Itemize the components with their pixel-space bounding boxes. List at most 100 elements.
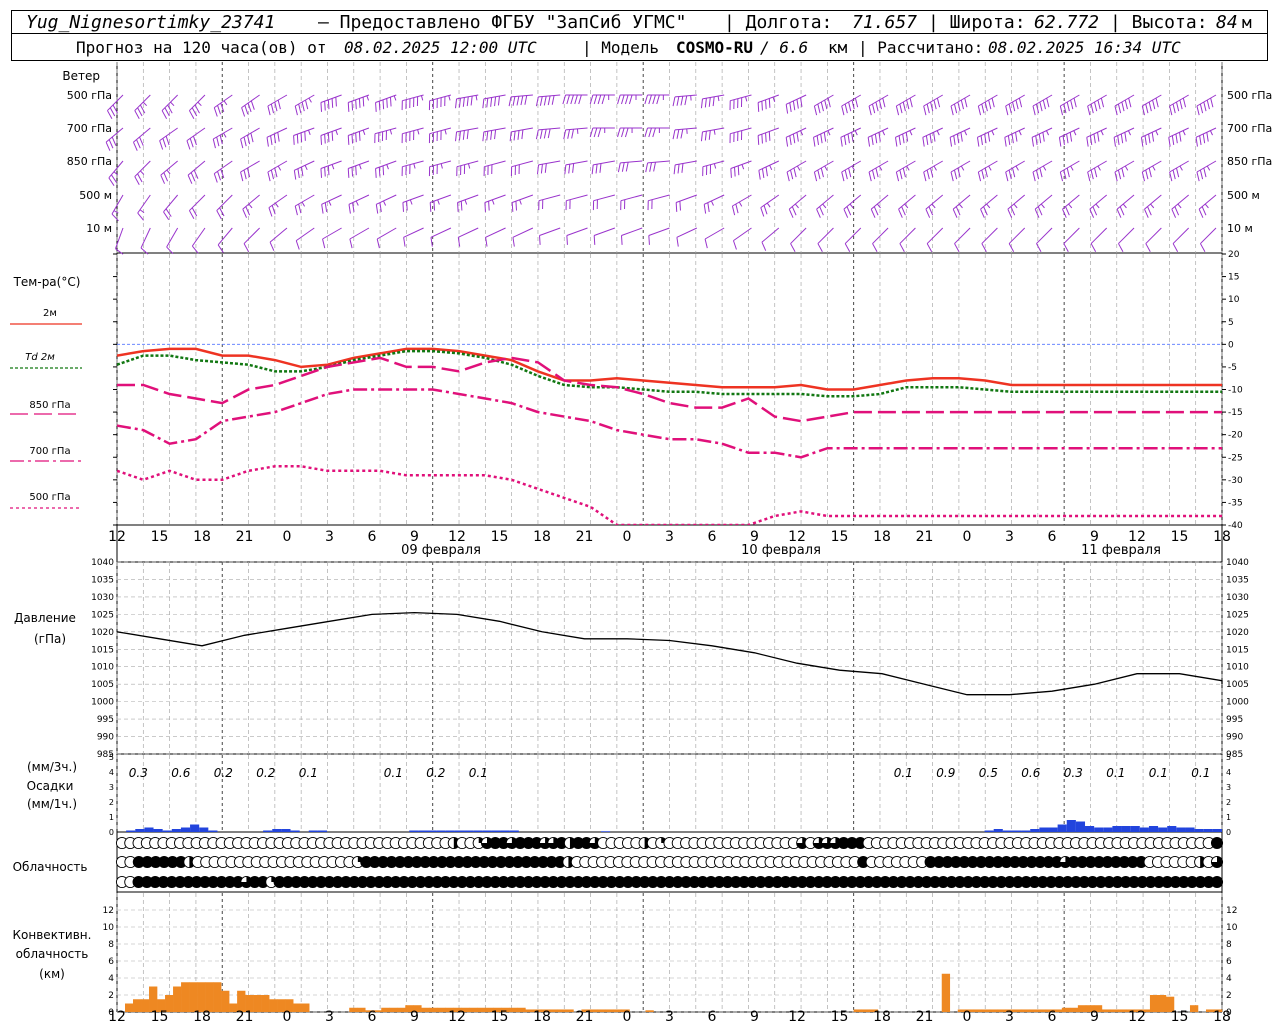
wind-barb-feather <box>991 97 995 108</box>
wind-barb-3-4 <box>216 194 233 220</box>
wind-barb-feather <box>981 243 987 253</box>
wind-barb-feather <box>355 165 357 176</box>
wind-barb-shaft <box>538 160 561 166</box>
prec-bar-40 <box>482 830 492 832</box>
altitude-unit: м <box>1242 13 1252 32</box>
wind-barb-feather <box>482 131 485 142</box>
wind-barb-feather <box>1058 137 1062 147</box>
bottom-hour-label-14: 6 <box>708 1009 717 1024</box>
wind-barb-feather <box>984 133 987 144</box>
wind-barb-feather <box>1035 103 1040 114</box>
wind-barb-2-0 <box>108 160 124 186</box>
wind-barb-feather <box>539 129 543 139</box>
wind-barb-feather <box>134 110 140 120</box>
wind-barb-0-15 <box>508 94 533 107</box>
wind-barb-feather <box>458 98 461 108</box>
conv-bar-22 <box>293 1003 302 1012</box>
latitude-value: 62.772 <box>1034 12 1100 33</box>
calculated-date: 08.02.2025 16:34 UTC <box>988 38 1181 57</box>
conv-bar-118 <box>1061 1007 1071 1012</box>
temp-ytick-label-0: 20 <box>1228 250 1240 260</box>
wind-barb-3-25 <box>788 194 807 218</box>
prec-ylabel: Осадки <box>27 779 74 793</box>
wind-barb-1-38 <box>1140 127 1162 147</box>
conv-bar-11 <box>205 982 214 1012</box>
wind-barb-feather <box>327 132 330 143</box>
wind-barb-feather <box>355 99 357 110</box>
wind-barb-feather <box>191 245 199 254</box>
wind-barb-shaft <box>703 194 725 205</box>
conv-bar-53 <box>541 1009 550 1012</box>
wind-barb-shaft <box>402 160 424 168</box>
wind-barb-feather <box>349 238 353 249</box>
wind-barb-half-feather <box>1182 130 1186 136</box>
wind-barb-feather <box>571 129 574 139</box>
wind-barb-feather <box>217 244 224 253</box>
wind-barb-feather <box>1059 105 1064 116</box>
wind-barb-feather <box>470 96 473 106</box>
wind-barb-half-feather <box>904 203 909 209</box>
wind-barb-shaft <box>702 94 725 100</box>
wind-barb-feather <box>960 99 965 110</box>
conv-yunit: (км) <box>39 967 65 981</box>
wind-barb-feather <box>1097 132 1100 142</box>
wind-barb-feather <box>645 162 649 173</box>
wind-barb-feather <box>1141 105 1145 116</box>
cloud-symbol-0-82 <box>796 836 809 850</box>
wind-barb-shaft <box>457 194 479 203</box>
prec-ytick-r-5: 0 <box>1226 828 1231 837</box>
prec-unit-3h: (мм/3ч.) <box>27 760 77 774</box>
altitude-value: 84 <box>1216 12 1238 33</box>
wind-barb-feather <box>848 101 852 112</box>
wind-barb-feather <box>362 97 365 107</box>
wind-barb-1-15 <box>509 127 533 142</box>
wind-barb-3-16 <box>538 194 561 211</box>
wind-barb-3-28 <box>870 194 889 218</box>
wind-barb-3-38 <box>1144 194 1162 218</box>
wind-barb-feather <box>250 100 255 110</box>
wind-barb-feather <box>591 164 594 175</box>
wind-barb-feather <box>894 137 898 147</box>
cloud-fill <box>796 837 808 849</box>
conv-bar-3 <box>141 999 150 1012</box>
wind-barb-feather <box>1117 135 1120 145</box>
wind-barb-4-1 <box>140 227 151 255</box>
wind-barb-half-feather <box>931 203 936 209</box>
wind-barb-shaft <box>896 160 916 173</box>
wind-barb-2-23 <box>730 160 752 178</box>
wind-barb-0-7 <box>294 94 315 116</box>
wind-barb-feather <box>867 137 871 147</box>
wind-barb-feather <box>868 171 872 182</box>
conv-bar-10 <box>197 982 206 1012</box>
wind-barb-half-feather <box>277 165 282 171</box>
wind-barb-feather <box>1199 135 1202 145</box>
wind-barb-feather <box>1063 243 1069 253</box>
wind-barb-feather <box>572 163 575 173</box>
wind-barb-feather <box>925 208 931 218</box>
conv-ytick-l-0: 12 <box>103 906 114 916</box>
wind-barb-half-feather <box>713 163 717 169</box>
wind-barb-4-18 <box>593 227 616 245</box>
cloud-symbol-1-112 <box>1059 855 1072 869</box>
wind-barb-feather <box>161 110 168 120</box>
calculated-label: | Рассчитано: <box>858 38 984 57</box>
wind-barb-0-16 <box>535 94 561 107</box>
wind-barb-4-12 <box>430 227 452 247</box>
wind-barb-1-21 <box>672 127 697 140</box>
wind-barb-feather <box>1031 137 1035 147</box>
wind-barb-4-2 <box>166 227 179 255</box>
wind-barb-4-19 <box>621 227 643 245</box>
wind-barb-half-feather <box>1018 130 1022 136</box>
wind-barb-shaft <box>243 227 260 244</box>
wind-barb-feather <box>457 202 459 212</box>
wind-barb-1-22 <box>700 127 725 142</box>
wind-barb-1-18 <box>589 127 615 138</box>
temp-ylabel: Тем-ра(°C) <box>13 275 81 289</box>
conv-bar-44 <box>469 1007 478 1012</box>
prec-ytick-l-4: 1 <box>109 813 114 822</box>
wind-barb-feather <box>348 204 351 214</box>
wind-barb-half-feather <box>328 200 332 206</box>
wind-barb-0-11 <box>401 94 424 111</box>
wind-barb-feather <box>1065 206 1070 216</box>
wind-barb-shaft <box>785 127 807 138</box>
